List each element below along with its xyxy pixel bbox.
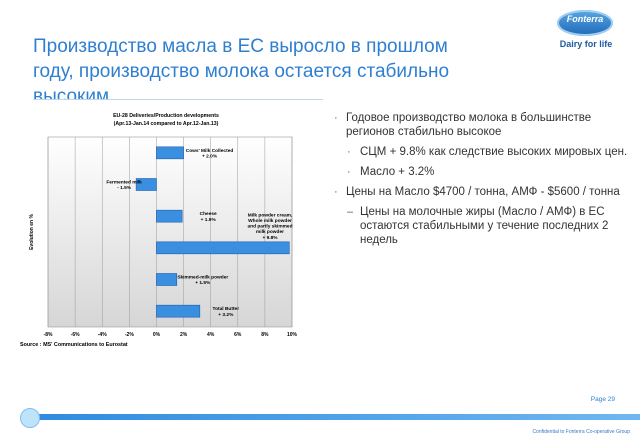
bar-label: Fermented milk xyxy=(106,180,142,186)
x-tick-label: -6% xyxy=(71,332,80,338)
bar xyxy=(156,146,184,160)
bar-label: + 9.8% xyxy=(262,235,278,241)
x-tick-label: 8% xyxy=(261,332,269,338)
footer-bar xyxy=(32,414,640,420)
bar-label: Cows' Milk Collected xyxy=(186,148,234,154)
x-tick-label: 2% xyxy=(180,332,188,338)
bar-label: + 1.9% xyxy=(201,217,217,223)
logo-tagline: Dairy for life xyxy=(559,39,613,49)
x-tick-label: -2% xyxy=(125,332,134,338)
bar-label: Whole milk powder xyxy=(248,218,292,224)
bullet-item: · Годовое производство молока в большинст… xyxy=(332,111,632,139)
x-tick-label: 10% xyxy=(287,332,298,338)
bullet-marker: · xyxy=(347,166,351,178)
title-line-2: году, производство молока остается стаби… xyxy=(33,61,450,82)
plot-area xyxy=(47,136,293,328)
chart-title: EU-28 Deliveries/Production developments xyxy=(113,113,219,119)
x-tick-label: 4% xyxy=(207,332,215,338)
bar xyxy=(156,304,201,318)
chart-svg: EU-28 Deliveries/Production developments… xyxy=(20,113,298,348)
bullet-list: · Годовое производство молока в большинст… xyxy=(332,111,632,253)
slide-title: Производство масла в ЕС выросло в прошло… xyxy=(33,34,553,100)
bar-label: + 2.0% xyxy=(202,153,218,159)
bullet-text: Цены на молочные жиры (Масло / АМФ) в ЕС… xyxy=(360,206,609,246)
footer-circle-icon xyxy=(20,408,40,428)
bullet-marker: – xyxy=(347,206,354,218)
bullet-item: · Масло + 3.2% xyxy=(332,165,632,179)
title-divider xyxy=(33,99,323,100)
bullet-item: · СЦМ + 9.8% как следствие высоких мировы… xyxy=(332,145,632,159)
chart-subtitle: (Apr.13-Jan.14 compared to Apr.12-Jan.13… xyxy=(114,121,219,127)
logo-oval-icon xyxy=(557,10,613,36)
bullet-text: Цены на Масло $4700 / тонна, АМФ - $5600… xyxy=(346,186,620,198)
x-tick-label: 6% xyxy=(234,332,242,338)
x-tick-label: -8% xyxy=(44,332,53,338)
y-axis-label: Evolution en % xyxy=(29,214,35,250)
bar-label: + 1.5% xyxy=(195,280,211,286)
production-chart: EU-28 Deliveries/Production developments… xyxy=(20,110,312,350)
x-tick-label: -4% xyxy=(98,332,107,338)
bar xyxy=(156,209,183,223)
bar-label: Total Butter xyxy=(213,306,240,312)
bar-label: Milk powder cream, xyxy=(248,212,293,218)
bar xyxy=(135,178,157,191)
confidential-note: Confidential to Fonterra Co-operative Gr… xyxy=(532,429,630,435)
logo-name: Fonterra xyxy=(566,14,604,24)
title-line-3: высоким xyxy=(33,86,110,100)
bar-label: milk powder xyxy=(256,229,284,235)
bullet-text: Масло + 3.2% xyxy=(360,166,435,178)
bullet-item: – Цены на молочные жиры (Масло / АМФ) в Е… xyxy=(332,205,632,247)
bullet-item: · Цены на Масло $4700 / тонна, АМФ - $560… xyxy=(332,185,632,199)
bar-label: + 3.2% xyxy=(218,312,234,318)
title-line-1: Производство масла в ЕС выросло в прошло… xyxy=(33,36,448,57)
bar-label: Skimmed-milk powder xyxy=(177,275,228,281)
bullet-marker: · xyxy=(347,146,351,158)
bullet-marker: · xyxy=(334,186,338,198)
bar-label: - 1.5% xyxy=(117,185,132,191)
chart-source: Source : MS' Communications to Eurostat xyxy=(20,342,128,348)
bullet-marker: · xyxy=(334,112,338,124)
page-number: Page 29 xyxy=(590,396,615,403)
bar-label: Cheese xyxy=(200,211,217,217)
bullet-text: Годовое производство молока в большинств… xyxy=(346,112,592,138)
bar xyxy=(156,273,178,286)
bar-label: and partly skimmed xyxy=(247,224,292,230)
bullet-text: СЦМ + 9.8% как следствие высоких мировых… xyxy=(360,146,628,158)
x-tick-label: 0% xyxy=(153,332,161,338)
bar xyxy=(156,241,290,255)
fonterra-logo: Fonterra Dairy for life xyxy=(547,6,625,56)
